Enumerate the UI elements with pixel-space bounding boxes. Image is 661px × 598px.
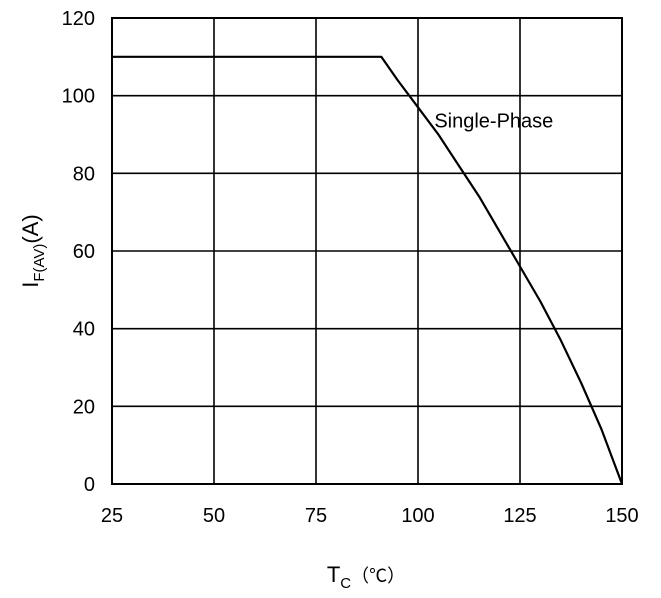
- y-tick-label: 0: [84, 474, 95, 496]
- x-tick-label: 125: [503, 505, 536, 527]
- y-tick-label: 80: [73, 163, 95, 185]
- x-tick-label: 150: [605, 505, 638, 527]
- y-tick-label: 120: [62, 8, 95, 30]
- x-axis-title: TC（℃）: [327, 562, 405, 592]
- x-tick-label: 25: [101, 505, 123, 527]
- x-tick-label: 100: [401, 505, 434, 527]
- y-tick-label: 40: [73, 319, 95, 341]
- y-tick-label: 20: [73, 396, 95, 418]
- x-tick-label: 50: [203, 505, 225, 527]
- tick-labels: 25 50 75 100 125 150 0 20 40 60 80 100 120: [62, 8, 639, 527]
- x-tick-label: 75: [305, 505, 327, 527]
- y-tick-label: 100: [62, 86, 95, 108]
- y-tick-label: 60: [73, 241, 95, 263]
- single-phase-curve: [112, 55, 624, 485]
- y-axis-title: IF(AV)(A): [18, 214, 48, 288]
- series-annotation: Single-Phase: [434, 110, 553, 132]
- grid: [111, 17, 623, 485]
- plot-frame: [111, 17, 623, 485]
